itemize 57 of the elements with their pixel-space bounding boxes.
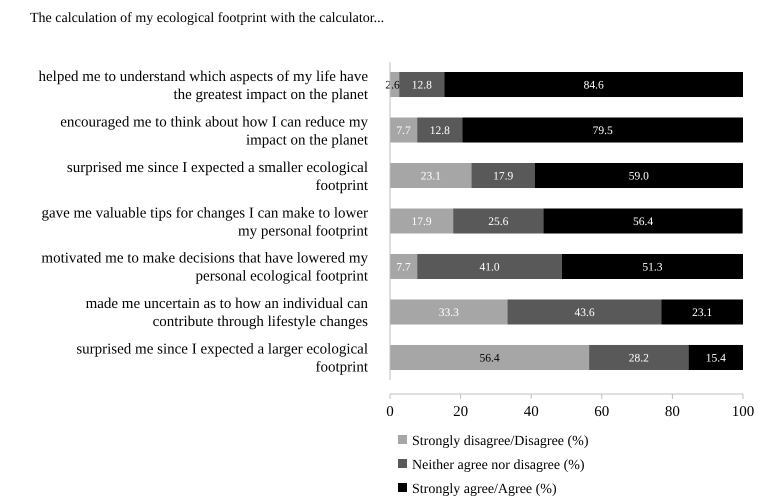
y-tick-label: helped me to understand which aspects of my life have the greatest impact on the planet bbox=[38, 68, 369, 103]
data-label: 79.5 bbox=[592, 125, 613, 138]
bar bbox=[417, 118, 462, 143]
bar bbox=[390, 254, 418, 280]
bar bbox=[417, 254, 562, 280]
legend-label: Strongly disagree/Disagree (%) bbox=[412, 434, 589, 449]
data-label: 56.4 bbox=[633, 216, 654, 228]
data-label: 7.7 bbox=[396, 125, 412, 138]
data-label: 59.0 bbox=[628, 170, 650, 183]
x-tick-label: 80 bbox=[664, 404, 680, 420]
data-label: 15.4 bbox=[706, 352, 726, 365]
bar bbox=[462, 118, 743, 143]
data-label: 41.0 bbox=[479, 262, 500, 274]
data-label: 51.3 bbox=[642, 262, 663, 274]
bar bbox=[453, 208, 544, 234]
x-tick-label: 60 bbox=[594, 404, 610, 420]
bar bbox=[390, 299, 508, 324]
bar bbox=[390, 118, 418, 143]
bar bbox=[544, 208, 743, 234]
data-label: 12.8 bbox=[430, 125, 450, 138]
bar bbox=[688, 344, 743, 370]
bar bbox=[444, 72, 743, 98]
data-label: 28.2 bbox=[628, 352, 650, 365]
bar bbox=[508, 299, 662, 324]
x-tick-label: 100 bbox=[732, 404, 754, 420]
bar bbox=[472, 162, 535, 188]
y-tick-label: surprised me since I expected a smaller ecological footprint bbox=[66, 160, 369, 194]
x-tick-label: 0 bbox=[386, 404, 394, 420]
y-tick-label: encouraged me to think about how I can reduce my impact on the planet bbox=[60, 114, 369, 148]
x-tick-label: 40 bbox=[524, 404, 539, 420]
text: The calculation of my ecological footprint with the calculator... bbox=[30, 11, 384, 26]
data-label: 17.9 bbox=[493, 170, 514, 183]
legend-label: Strongly agree/Agree (%) bbox=[412, 482, 557, 497]
legend-label: Neither agree nor disagree (%) bbox=[412, 458, 585, 473]
bar bbox=[390, 162, 472, 188]
data-label: 23.1 bbox=[420, 170, 442, 183]
bar bbox=[661, 299, 743, 324]
data-label: 17.9 bbox=[412, 216, 432, 228]
data-label: 43.6 bbox=[574, 307, 595, 320]
y-tick-label: gave me valuable tips for changes I can make to lower my personal footprint bbox=[41, 205, 369, 240]
bar bbox=[390, 208, 454, 234]
data-label: 23.1 bbox=[692, 307, 713, 320]
y-tick-label: motivated me to make decisions that have lowered my personal ecological footprint bbox=[41, 250, 369, 285]
bar bbox=[562, 254, 743, 280]
bar bbox=[399, 72, 444, 98]
y-tick-label: surprised me since I expected a larger ecological footprint bbox=[76, 342, 369, 376]
bar bbox=[534, 162, 743, 188]
data-label: 12.8 bbox=[412, 80, 432, 92]
y-tick-label: made me uncertain as to how an individual can contribute through lifestyle changes bbox=[86, 296, 368, 330]
data-label: 25.6 bbox=[488, 216, 509, 228]
data-label: 84.6 bbox=[584, 80, 604, 92]
bar bbox=[589, 344, 689, 370]
bar bbox=[390, 344, 590, 370]
data-label: 33.3 bbox=[438, 307, 460, 320]
data-label: 56.4 bbox=[479, 352, 500, 365]
x-tick-label: 20 bbox=[453, 404, 468, 420]
data-label: 7.7 bbox=[396, 262, 412, 274]
